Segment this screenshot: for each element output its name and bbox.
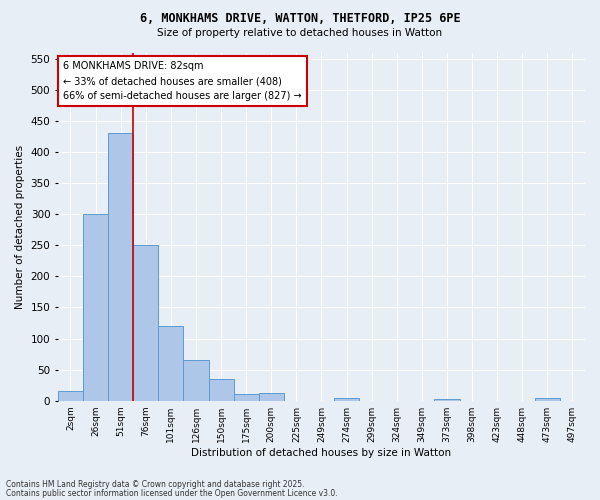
- Bar: [184, 360, 209, 401]
- Text: 6, MONKHAMS DRIVE, WATTON, THETFORD, IP25 6PE: 6, MONKHAMS DRIVE, WATTON, THETFORD, IP2…: [140, 12, 460, 26]
- Text: 6 MONKHAMS DRIVE: 82sqm
← 33% of detached houses are smaller (408)
66% of semi-d: 6 MONKHAMS DRIVE: 82sqm ← 33% of detache…: [63, 61, 302, 101]
- Text: Size of property relative to detached houses in Watton: Size of property relative to detached ho…: [157, 28, 443, 38]
- Bar: [259, 393, 284, 400]
- Bar: [334, 398, 359, 400]
- Text: Contains HM Land Registry data © Crown copyright and database right 2025.: Contains HM Land Registry data © Crown c…: [6, 480, 305, 489]
- Bar: [233, 394, 259, 400]
- Text: Contains public sector information licensed under the Open Government Licence v3: Contains public sector information licen…: [6, 488, 338, 498]
- Bar: [83, 214, 108, 400]
- Bar: [209, 379, 233, 400]
- Bar: [133, 246, 158, 400]
- Bar: [58, 392, 83, 400]
- Y-axis label: Number of detached properties: Number of detached properties: [15, 144, 25, 308]
- Bar: [108, 134, 133, 400]
- Bar: [434, 399, 460, 400]
- X-axis label: Distribution of detached houses by size in Watton: Distribution of detached houses by size …: [191, 448, 452, 458]
- Bar: [535, 398, 560, 400]
- Bar: [158, 326, 184, 400]
